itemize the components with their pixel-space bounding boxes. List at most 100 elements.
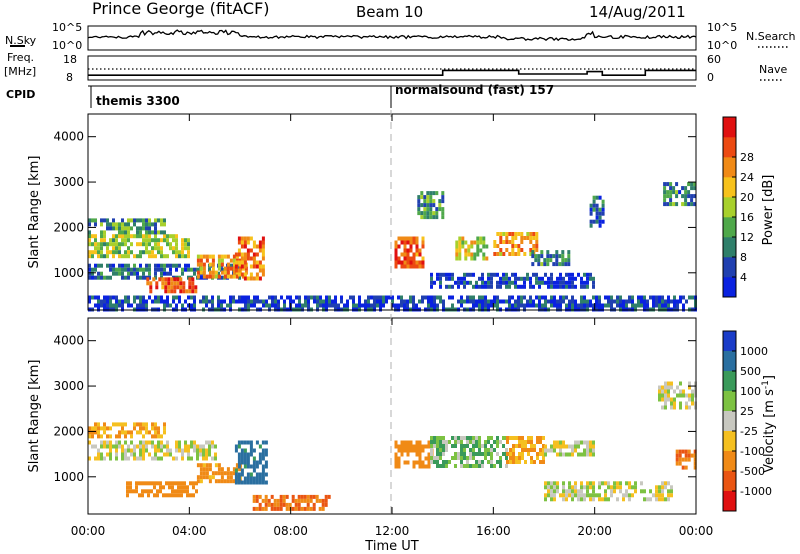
power-cell-1 bbox=[115, 222, 118, 227]
velocity-cell-2 bbox=[171, 481, 174, 486]
power-cell-0 bbox=[115, 242, 118, 247]
power-cell-5 bbox=[243, 272, 247, 277]
power-cell-2 bbox=[154, 271, 157, 276]
power-cell-2 bbox=[163, 267, 166, 272]
velocity-cell-0 bbox=[193, 448, 196, 453]
power-cell-6 bbox=[406, 299, 409, 304]
power-cell-6 bbox=[427, 303, 430, 308]
power-cell-5 bbox=[246, 256, 250, 261]
power-cell-6 bbox=[271, 299, 274, 304]
velocity-cell-11 bbox=[667, 389, 670, 394]
power-cell-6 bbox=[535, 295, 538, 300]
power-cell-6 bbox=[397, 295, 400, 300]
power-cell-1 bbox=[154, 222, 157, 227]
velocity-cell-4 bbox=[249, 480, 253, 485]
power-cell-14 bbox=[496, 280, 499, 285]
power-cell-8 bbox=[426, 207, 430, 212]
power-cell-3 bbox=[167, 285, 171, 290]
velocity-cell-5 bbox=[303, 498, 307, 503]
power-cell-13 bbox=[666, 190, 670, 195]
velocity-cell-8 bbox=[524, 444, 527, 448]
power-cell-12 bbox=[595, 211, 599, 216]
velocity-cell-2 bbox=[138, 493, 141, 498]
power-cell-0 bbox=[112, 254, 115, 259]
velocity-cell-9 bbox=[589, 497, 592, 502]
velocity-cell-6 bbox=[400, 452, 404, 457]
velocity-cell-5 bbox=[261, 498, 265, 503]
power-cell-8 bbox=[417, 195, 421, 200]
power-cell-6 bbox=[307, 303, 310, 308]
power-cell-6 bbox=[658, 299, 661, 304]
power-cell-6 bbox=[370, 303, 373, 308]
velocity-cell-9 bbox=[631, 485, 634, 490]
power-cell-0 bbox=[175, 242, 178, 247]
power-cell-0 bbox=[106, 250, 109, 255]
velocity-cell-6 bbox=[415, 440, 419, 445]
velocity-cell-2 bbox=[180, 493, 183, 498]
velocity-cell-10 bbox=[577, 452, 580, 457]
power-cell-14 bbox=[553, 284, 556, 289]
power-cell-11 bbox=[561, 262, 565, 267]
power-cell-0 bbox=[181, 254, 184, 259]
power-cell-6 bbox=[193, 295, 196, 300]
velocity-cell-10 bbox=[568, 444, 571, 449]
velocity-cell-5 bbox=[312, 494, 316, 499]
power-cell-1 bbox=[121, 218, 124, 223]
power-cell-4 bbox=[220, 262, 224, 267]
velocity-cell-4 bbox=[234, 448, 238, 453]
velocity-cell-1 bbox=[103, 422, 106, 427]
power-cell-7 bbox=[400, 264, 404, 269]
power-cell-2 bbox=[94, 267, 97, 272]
power-cell-14 bbox=[490, 276, 493, 281]
power-cell-14 bbox=[496, 272, 499, 277]
velocity-cell-3 bbox=[220, 471, 224, 476]
velocity-cell-5 bbox=[273, 502, 277, 507]
velocity-cell-0 bbox=[109, 452, 112, 457]
power-cell-6 bbox=[382, 299, 385, 304]
velocity-cell-6 bbox=[406, 448, 410, 453]
power-cell-6 bbox=[349, 295, 352, 300]
power-cell-6 bbox=[421, 295, 424, 300]
power-cell-14 bbox=[589, 276, 592, 281]
power-cell-1 bbox=[157, 230, 160, 235]
power-cell-10 bbox=[511, 240, 515, 244]
power-heatmap bbox=[88, 182, 697, 312]
freq-frame bbox=[87, 55, 697, 81]
velocity-cell-7 bbox=[445, 460, 448, 464]
velocity-cell-8 bbox=[512, 448, 515, 452]
power-cell-0 bbox=[184, 246, 187, 251]
velocity-cell-0 bbox=[196, 448, 199, 453]
velocity-cell-7 bbox=[478, 464, 481, 468]
power-cell-6 bbox=[682, 303, 685, 308]
velocity-cell-2 bbox=[153, 481, 156, 486]
power-cell-14 bbox=[580, 284, 583, 289]
power-cell-0 bbox=[178, 254, 181, 259]
velocity-cell-6 bbox=[400, 448, 404, 453]
power-cell-0 bbox=[127, 250, 130, 255]
velocity-cell-8 bbox=[527, 452, 530, 456]
power-cell-11 bbox=[552, 254, 556, 259]
power-cell-5 bbox=[249, 276, 253, 281]
x-tick-label: 04:00 bbox=[172, 524, 207, 538]
velocity-cell-6 bbox=[397, 448, 401, 453]
power-cell-6 bbox=[640, 303, 643, 308]
velocity-cell-1 bbox=[91, 426, 94, 431]
velocity-cell-11 bbox=[664, 385, 667, 390]
power-cell-6 bbox=[568, 303, 571, 308]
power-cell-11 bbox=[552, 262, 556, 267]
velocity-cell-0 bbox=[109, 444, 112, 449]
velocity-cell-5 bbox=[291, 506, 295, 511]
velocity-cell-7 bbox=[475, 436, 478, 440]
power-cell-0 bbox=[103, 234, 106, 239]
velocity-cell-9 bbox=[619, 485, 622, 490]
velocity-cell-2 bbox=[183, 489, 186, 494]
power-cell-5 bbox=[255, 252, 259, 257]
power-cell-6 bbox=[244, 299, 247, 304]
velocity-cell-9 bbox=[565, 497, 568, 502]
power-cell-0 bbox=[112, 242, 115, 247]
velocity-cell-4 bbox=[264, 464, 268, 469]
velocity-cell-4 bbox=[264, 460, 268, 465]
power-cell-3 bbox=[155, 285, 159, 290]
power-cell-0 bbox=[106, 242, 109, 247]
velocity-x-ticks bbox=[87, 318, 697, 514]
